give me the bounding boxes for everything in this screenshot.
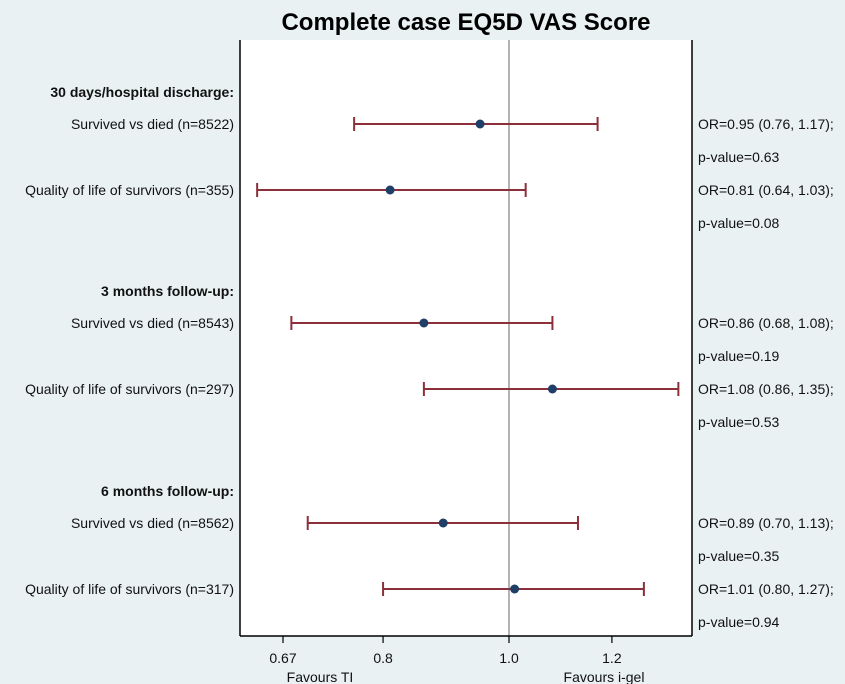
row-label: Quality of life of survivors (n=355) <box>25 182 234 198</box>
chart-title: Complete case EQ5D VAS Score <box>281 9 650 36</box>
p-value-annotation: p-value=0.08 <box>698 215 780 231</box>
point-estimate <box>438 518 448 528</box>
x-tick-label: 0.8 <box>373 650 393 666</box>
p-value-annotation: p-value=0.63 <box>698 149 780 165</box>
or-annotation: OR=0.86 (0.68, 1.08); <box>698 315 834 331</box>
point-estimate <box>419 318 429 328</box>
group-label: 30 days/hospital discharge: <box>50 84 234 100</box>
row-label: Survived vs died (n=8543) <box>71 315 234 331</box>
point-estimate <box>547 384 557 394</box>
row-label: Survived vs died (n=8522) <box>71 116 234 132</box>
group-label: 3 months follow-up: <box>101 283 234 299</box>
p-value-annotation: p-value=0.94 <box>698 614 780 630</box>
favours-right-label: Favours i-gel <box>564 669 645 684</box>
point-estimate <box>475 119 485 129</box>
x-tick-label: 1.0 <box>499 650 519 666</box>
or-annotation: OR=0.89 (0.70, 1.13); <box>698 515 834 531</box>
or-annotation: OR=1.01 (0.80, 1.27); <box>698 581 834 597</box>
row-label: Quality of life of survivors (n=297) <box>25 381 234 397</box>
or-annotation: OR=0.95 (0.76, 1.17); <box>698 116 834 132</box>
or-annotation: OR=1.08 (0.86, 1.35); <box>698 381 834 397</box>
p-value-annotation: p-value=0.35 <box>698 548 780 564</box>
x-tick-label: 1.2 <box>602 650 622 666</box>
p-value-annotation: p-value=0.19 <box>698 348 780 364</box>
point-estimate <box>510 584 520 594</box>
point-estimate <box>385 185 395 195</box>
row-label: Quality of life of survivors (n=317) <box>25 581 234 597</box>
x-tick-label: 0.67 <box>269 650 296 666</box>
or-annotation: OR=0.81 (0.64, 1.03); <box>698 182 834 198</box>
p-value-annotation: p-value=0.53 <box>698 414 780 430</box>
row-label: Survived vs died (n=8562) <box>71 515 234 531</box>
plot-area <box>240 40 692 636</box>
favours-left-label: Favours TI <box>287 669 354 684</box>
group-label: 6 months follow-up: <box>101 483 234 499</box>
